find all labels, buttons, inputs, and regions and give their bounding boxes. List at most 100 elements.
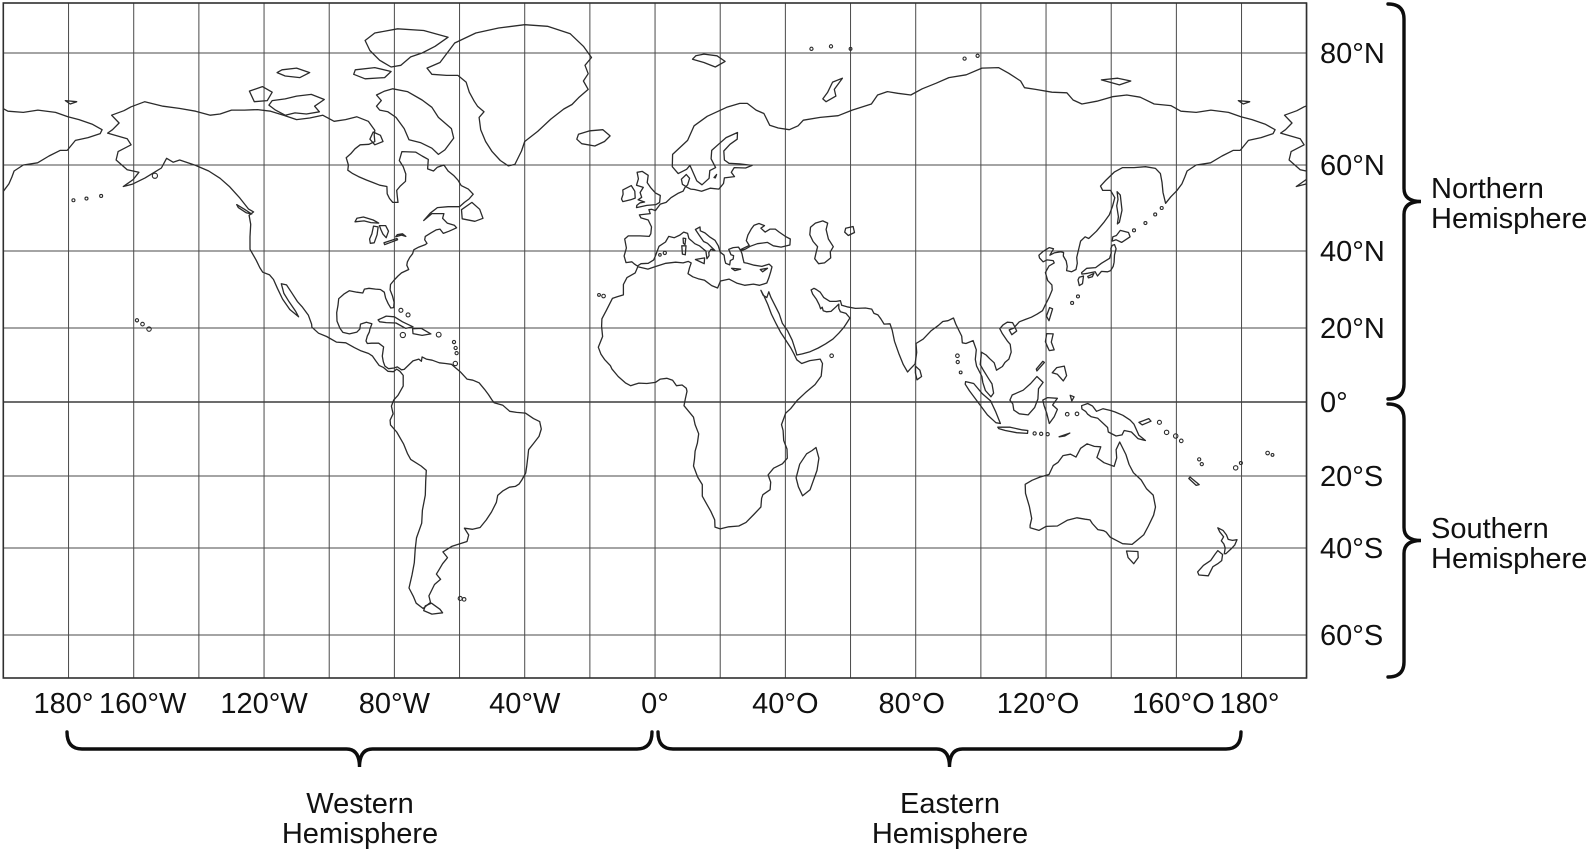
- coastline-honshu: [1080, 243, 1117, 277]
- island-dot: [601, 293, 606, 299]
- coastline-new-zealand-north: [1217, 527, 1238, 555]
- island-dot: [848, 46, 853, 51]
- island-dot: [809, 46, 814, 51]
- island-dot: [398, 307, 404, 313]
- island-dot: [151, 172, 159, 179]
- latitude-label: 60°S: [1320, 620, 1383, 652]
- longitude-label: 120°W: [220, 688, 308, 720]
- island-dot: [454, 351, 459, 356]
- island-dot: [1074, 411, 1080, 417]
- map-border: [2, 2, 1308, 679]
- longitude-label: 40°O: [752, 688, 818, 720]
- island-dot: [1039, 431, 1044, 436]
- latitude-label: 20°N: [1320, 313, 1385, 345]
- longitude-label: 160°O: [1132, 688, 1215, 720]
- coastline-vancouver-island: [236, 203, 253, 215]
- coastlines: [3, 24, 1307, 615]
- island-dot: [435, 331, 442, 338]
- island-dot: [962, 56, 967, 61]
- island-dot: [955, 359, 960, 365]
- island-dot: [1159, 205, 1164, 211]
- island-dot: [975, 53, 980, 58]
- coastline-victoria-island: [268, 93, 325, 116]
- island-dot: [1199, 462, 1204, 467]
- island-dot: [146, 326, 152, 332]
- coastline-sumatra: [964, 380, 1002, 425]
- coastline-lake-erie: [383, 237, 399, 246]
- coastline-tasmania: [1125, 550, 1139, 565]
- coastline-newfoundland: [460, 201, 484, 222]
- island-dot: [1232, 465, 1239, 471]
- coastline-mindanao: [1051, 365, 1068, 382]
- coastline-crete: [730, 267, 742, 272]
- coastline-new-britain: [1138, 417, 1152, 426]
- longitude-label: 180°: [1220, 688, 1280, 720]
- coastline-corsica: [682, 237, 687, 246]
- island-dot: [1172, 433, 1179, 439]
- hemisphere-braces: [65, 2, 1422, 768]
- coastline-palawan: [1035, 360, 1046, 372]
- coastline-sardinia: [681, 245, 687, 256]
- latitude-label: 20°S: [1320, 461, 1383, 493]
- coastline-cyprus: [759, 267, 769, 273]
- coastline-java: [997, 426, 1029, 435]
- coastline-luzon: [1044, 332, 1055, 352]
- brace-western: [65, 730, 654, 768]
- coastline-sri-lanka: [914, 365, 923, 381]
- coastline-hainan: [1008, 326, 1018, 336]
- coastline-gotland: [713, 173, 718, 179]
- island-dot: [452, 360, 459, 367]
- coastline-sulawesi: [1042, 396, 1059, 425]
- island-dot: [457, 595, 463, 602]
- coastline-afro-eurasia: [597, 66, 1276, 530]
- island-dot: [1131, 228, 1137, 233]
- coastline-cuba: [377, 315, 414, 330]
- graticule: [2, 3, 1308, 678]
- island-dot: [84, 196, 89, 201]
- hemisphere-label-eastern-line1: Eastern: [900, 788, 1000, 820]
- coastline-lake-michigan: [368, 225, 379, 244]
- latitude-label: 40°N: [1320, 236, 1385, 268]
- coastline-taiwan: [1045, 306, 1054, 322]
- coastline-borneo: [1009, 375, 1044, 416]
- island-dot: [453, 345, 458, 351]
- island-dot: [1270, 452, 1275, 457]
- hemisphere-label-southern-line1: Southern: [1431, 513, 1549, 545]
- hemisphere-labels: NorthernHemisphereSouthernHemisphereWest…: [282, 173, 1586, 850]
- island-dot: [1265, 450, 1270, 456]
- coastline-iceland: [576, 129, 611, 147]
- longitude-label: 40°W: [489, 688, 561, 720]
- coastline-australia: [1024, 441, 1157, 546]
- coastline-americas: [106, 101, 542, 610]
- brace-northern: [1386, 2, 1422, 401]
- island-dot: [405, 312, 411, 318]
- coastline-devon-island: [353, 66, 392, 80]
- coastline-caspian-sea: [809, 220, 834, 265]
- island-dot: [71, 198, 76, 203]
- island-dot: [1156, 419, 1162, 425]
- coastline-great-britain: [635, 170, 661, 209]
- coastline-kyushu: [1077, 275, 1085, 287]
- latitude-label: 0°: [1320, 387, 1348, 419]
- island-dot: [1238, 460, 1243, 466]
- coastline-tierra-del-fuego: [423, 602, 444, 615]
- island-dot: [1163, 429, 1170, 436]
- coastline-svalbard: [691, 53, 726, 68]
- island-dot: [597, 292, 601, 297]
- island-dot: [134, 318, 140, 323]
- longitude-label: 0°: [641, 688, 669, 720]
- hemisphere-label-eastern-line2: Hemisphere: [872, 818, 1028, 850]
- brace-eastern: [656, 730, 1243, 768]
- latitude-labels: 80°N 60°N 40°N 20°N 0° 20°S 40°S 60°S: [1320, 38, 1385, 652]
- island-dot: [399, 331, 407, 339]
- island-dot: [461, 596, 467, 602]
- latitude-label: 40°S: [1320, 533, 1383, 565]
- island-dot: [1075, 294, 1081, 299]
- island-dot: [140, 321, 145, 327]
- coastline-wrangel-island: [1237, 99, 1251, 105]
- coastline-lake-ontario: [395, 233, 407, 238]
- coastline-novaya-zemlya: [822, 77, 844, 103]
- coastline-afro-eurasia: [3, 107, 103, 193]
- brace-southern: [1386, 402, 1422, 679]
